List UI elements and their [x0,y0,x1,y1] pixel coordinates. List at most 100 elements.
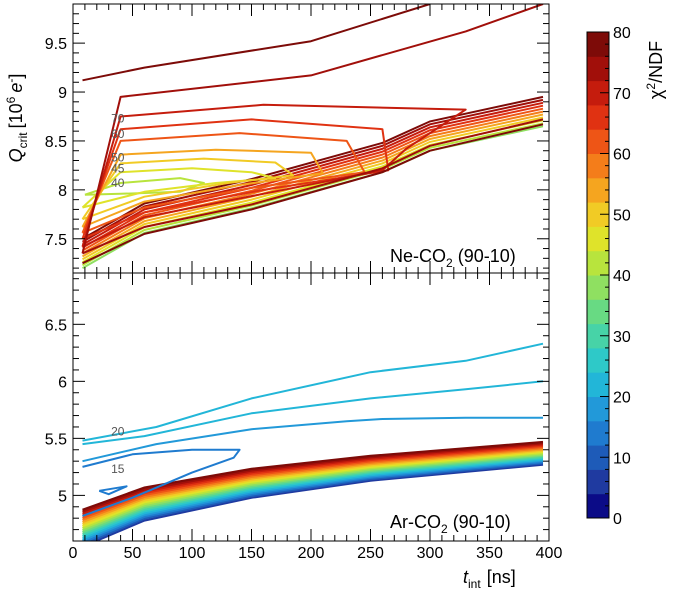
contour-line [81,132,366,234]
y-tick-label: 7.5 [45,232,67,249]
contour-line [81,157,295,221]
contour-label: 45 [111,161,125,175]
colorbar-segment [587,177,609,203]
colorbar-segment [587,275,609,300]
contour-band-line [82,440,544,511]
y-tick-label: 5 [58,488,67,505]
contour-band-line [82,447,544,522]
y-tick-label: 9 [58,85,67,102]
y-axis-title: Qcrit[106e-] [4,74,30,163]
contour-band-line [82,442,544,513]
contour-line [82,118,544,255]
colorbar-tick-label: 40 [613,268,631,285]
contour-band-line [93,463,544,541]
contour-band-line [82,458,544,540]
y-tick-label: 8.5 [45,134,67,151]
x-tick-label: 200 [298,545,325,562]
colorbar-segment [587,56,609,82]
contour-line [82,342,544,442]
contour-band-line [82,456,544,536]
x-tick-label: 50 [124,545,142,562]
colorbar-segment [587,202,609,227]
colorbar-segment [587,323,609,349]
colorbar-tick-label: 20 [613,390,631,407]
contour-line [84,177,205,196]
contour-band-line [82,454,544,534]
contour-band-line [82,104,544,249]
contour-band-line [82,448,544,524]
colorbar-segment [587,396,609,422]
panel-label-ne-co2: Ne-CO2 (90-10) [390,246,516,270]
x-tick-label: 350 [476,545,503,562]
contour-band-line [82,445,544,520]
colorbar-segment [587,347,609,373]
contour-band-line [82,449,544,526]
colorbar-segment [587,372,609,397]
colorbar-segment [587,80,609,106]
colorbar: 0 10 20 30 40 50 60 70 80 [586,25,631,528]
contour-line [81,148,324,228]
colorbar-segment [587,493,609,519]
colorbar-tick-label: 10 [613,450,631,467]
contour-band-line [83,461,544,541]
colorbar-segment [587,226,609,252]
contour-line [81,118,390,240]
contour-line [82,380,544,446]
contour-line [98,485,128,496]
colorbar-segment [587,129,609,154]
contour-label: 70 [111,111,125,125]
contour-band-line [82,122,544,267]
contour-line [81,103,467,248]
colorbar-segment [587,250,609,276]
contour-line [82,448,241,517]
contour-band-line [82,101,544,246]
contour-label: 40 [111,176,125,190]
colorbar-tick-label: 0 [613,511,622,528]
x-tick-label: 0 [69,545,78,562]
contour-band-line [82,457,544,538]
contour-band-line [82,443,544,515]
y-tick-label: 6 [58,374,67,391]
contour-band-line [82,450,544,528]
colorbar-title: χ2/NDF [644,41,666,99]
y-tick-label: 6.5 [45,317,67,334]
colorbar-segment [587,104,609,130]
contour-band-line [82,459,544,541]
x-tick-label: 400 [536,545,563,562]
contour-line [81,4,544,254]
colorbar-segment [587,299,609,325]
panel-ar-co2: 20 15 5 5.5 6 6.5 [45,272,550,542]
contour-line [81,167,277,209]
contour-band-line [82,453,544,532]
contour-label: 20 [111,425,125,439]
colorbar-segment [587,445,609,470]
colorbar-segment [587,469,609,495]
colorbar-segment [587,420,609,446]
x-tick-label: 250 [357,545,384,562]
contour-label: 15 [111,462,125,476]
contour-line [82,123,544,265]
contour-label: 60 [111,127,125,141]
y-tick-label: 5.5 [45,431,67,448]
colorbar-tick-label: 50 [613,207,631,224]
colorbar-segment [587,153,609,179]
contour-line [82,4,431,82]
colorbar-tick-label: 80 [613,25,631,42]
colorbar-segment [587,32,609,57]
contour-line [82,416,543,463]
colorbar-tick-label: 30 [613,329,631,346]
colorbar-tick-label: 60 [613,147,631,164]
colorbar-tick-label: 70 [613,86,631,103]
contour-band-line [82,452,544,530]
contour-label: 50 [111,151,125,165]
contour-band-line [88,462,544,541]
x-tick-label: 100 [179,545,206,562]
y-tick-label: 9.5 [45,36,67,53]
contour-band-line [82,110,544,255]
x-axis: 0 50 100 150 200 250 300 350 400 [69,545,563,562]
x-axis-title: tint [ns] [463,567,516,589]
x-tick-label: 150 [238,545,265,562]
x-tick-label: 300 [417,545,444,562]
